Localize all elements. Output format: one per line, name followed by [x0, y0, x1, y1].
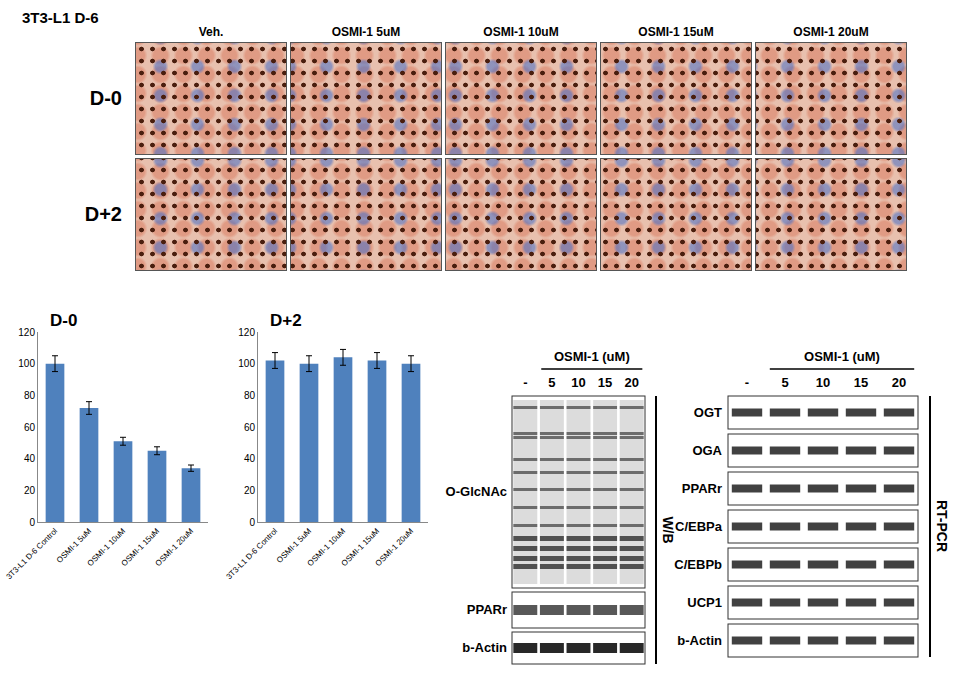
html-text:10: 10 [815, 375, 831, 391]
svg-text:0: 0 [249, 517, 255, 528]
svg-text:OSMI-1 20uM: OSMI-1 20uM [154, 526, 196, 568]
html-text:b-Actin: b-Actin [462, 640, 507, 656]
svg-text:120: 120 [238, 327, 255, 338]
svg-text:D-0: D-0 [50, 311, 77, 330]
svg-text:20: 20 [24, 485, 36, 496]
svg-text:100: 100 [238, 358, 255, 369]
html-text:b-Actin: b-Actin [677, 632, 722, 648]
html-text:15: 15 [853, 375, 869, 391]
html-text:OSMI-1 20uM: OSMI-1 20uM [793, 24, 869, 39]
html-text:OGT: OGT [693, 404, 722, 420]
html-text:D+2: D+2 [84, 202, 122, 225]
html-text:UCP1: UCP1 [687, 594, 722, 610]
svg-text:100: 100 [18, 358, 35, 369]
html-text:Veh.: Veh. [198, 24, 224, 39]
html-text:5: 5 [781, 375, 789, 391]
html-text:10: 10 [571, 375, 586, 391]
html-text:C/EBPb: C/EBPb [674, 556, 722, 572]
html-text:OGA: OGA [692, 442, 722, 458]
html-text:OSMI-1 5uM: OSMI-1 5uM [331, 24, 401, 39]
html-text:OSMI-1 15uM: OSMI-1 15uM [638, 24, 714, 39]
svg-text:OSMI-1 15uM: OSMI-1 15uM [340, 526, 382, 568]
html-text:OSMI-1 10uM: OSMI-1 10uM [483, 24, 559, 39]
svg-text:OSMI-1 5uM: OSMI-1 5uM [275, 526, 314, 565]
svg-text:40: 40 [24, 453, 36, 464]
html-text:RT-PCR: RT-PCR [934, 500, 950, 553]
svg-text:OSMI-1 10uM: OSMI-1 10uM [306, 526, 348, 568]
svg-text:OSMI-1 10uM: OSMI-1 10uM [86, 526, 128, 568]
svg-text:80: 80 [244, 390, 256, 401]
html-text:PPARr: PPARr [466, 602, 507, 618]
svg-text:40: 40 [244, 453, 256, 464]
html-text:PPARr: PPARr [681, 480, 722, 496]
svg-text:OSMI-1 15uM: OSMI-1 15uM [120, 526, 162, 568]
html-text:20: 20 [624, 375, 639, 391]
svg-text:OSMI-1 20uM: OSMI-1 20uM [374, 526, 416, 568]
html-text:3T3-L1 D-6: 3T3-L1 D-6 [22, 9, 99, 26]
svg-text:20: 20 [244, 485, 256, 496]
svg-text:80: 80 [24, 390, 36, 401]
html-text:OSMI-1 (uM): OSMI-1 (uM) [804, 349, 880, 365]
html-text:20: 20 [891, 375, 907, 391]
svg-text:60: 60 [24, 422, 36, 433]
html-text:5: 5 [548, 375, 556, 391]
svg-text:0: 0 [29, 517, 35, 528]
html-text:D-0: D-0 [89, 86, 122, 109]
html-text:C/EBPa: C/EBPa [675, 518, 722, 534]
svg-text:3T3-L1 D-6 Control: 3T3-L1 D-6 Control [4, 526, 59, 581]
html-text:15: 15 [597, 375, 613, 391]
svg-text:OSMI-1 5uM: OSMI-1 5uM [55, 526, 94, 565]
html-text:OSMI-1 (uM): OSMI-1 (uM) [553, 349, 630, 365]
svg-text:3T3-L1 D-6 Control: 3T3-L1 D-6 Control [224, 526, 279, 581]
html-text:W/B: W/B [660, 516, 676, 544]
svg-text:60: 60 [244, 422, 256, 433]
svg-text:120: 120 [18, 327, 35, 338]
html-text:O-GlcNAc: O-GlcNAc [445, 484, 507, 500]
svg-text:D+2: D+2 [270, 311, 302, 330]
